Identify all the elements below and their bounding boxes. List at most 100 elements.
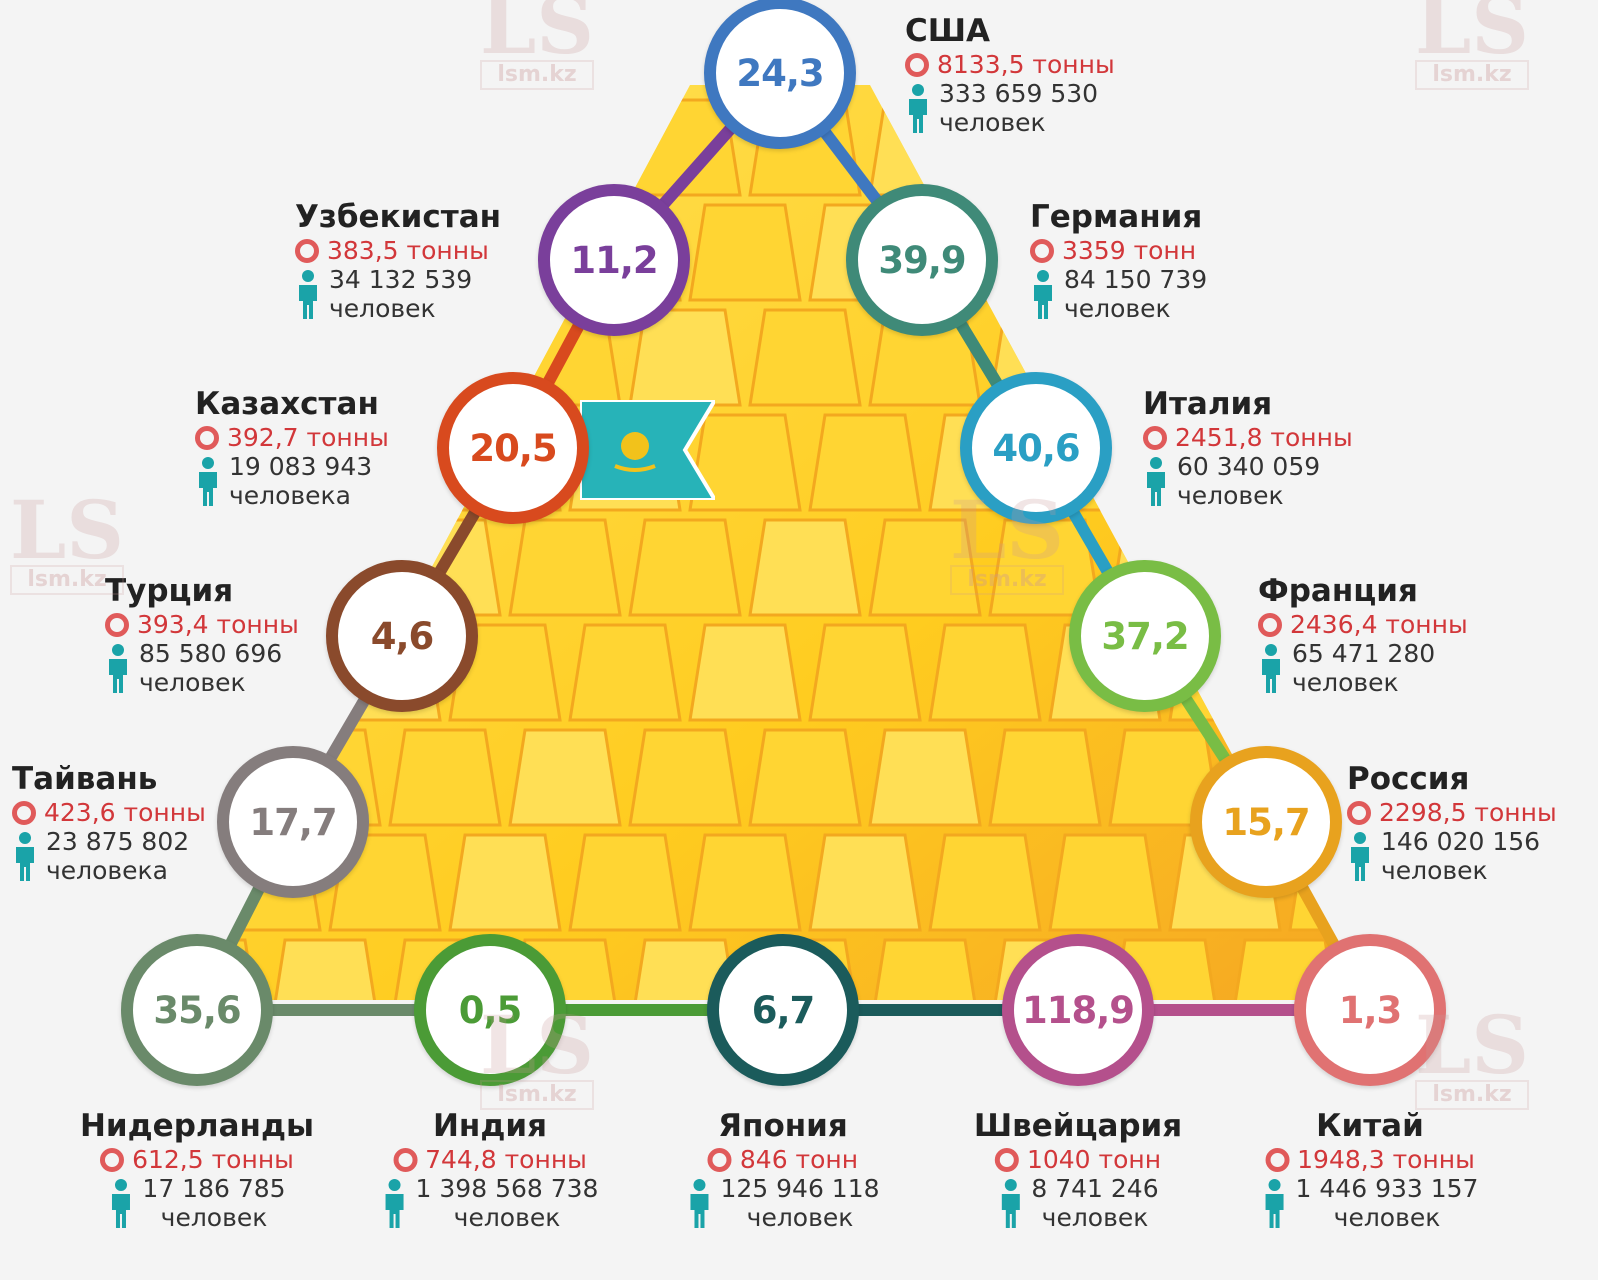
person-icon bbox=[382, 1178, 408, 1228]
tonnes-value: 393,4 тонны bbox=[137, 610, 299, 639]
gold-tonnes: 1948,3 тонны bbox=[1262, 1145, 1479, 1174]
country-label-taiwan: Тайвань 423,6 тонны 23 875 802 человека bbox=[12, 760, 206, 885]
country-name: США bbox=[905, 13, 991, 49]
value-circle-kazakhstan: 20,5 bbox=[437, 372, 589, 524]
gold-tonnes: 423,6 тонны bbox=[12, 798, 206, 827]
gold-bar bbox=[748, 308, 862, 407]
gold-bar bbox=[928, 833, 1042, 932]
country-label-china: Китай 1948,3 тонны 1 446 933 157 человек bbox=[1262, 1107, 1479, 1232]
gold-bar bbox=[868, 938, 982, 1000]
person-icon bbox=[1030, 269, 1056, 319]
country-label-netherlands: Нидерланды 612,5 тонны 17 186 785 человек bbox=[80, 1107, 314, 1232]
population-text: 125 946 118 человек bbox=[720, 1174, 879, 1232]
country-label-turkey: Турция 393,4 тонны 85 580 696 человек bbox=[105, 572, 299, 697]
population: 65 471 280 человек bbox=[1258, 639, 1468, 697]
country-name: Япония bbox=[718, 1108, 848, 1144]
population-text: 1 446 933 157 человек bbox=[1296, 1174, 1479, 1232]
watermark-logo: LS lsm.kz bbox=[1415, 1005, 1530, 1110]
ring-icon bbox=[994, 1147, 1019, 1172]
people-label: человек bbox=[139, 668, 246, 697]
gold-bar bbox=[688, 203, 802, 302]
ring-icon bbox=[195, 425, 219, 450]
population: 8 741 246 человек bbox=[974, 1174, 1182, 1232]
people-label: человек bbox=[1381, 856, 1488, 885]
people-label: человек bbox=[329, 294, 436, 323]
gold-bar bbox=[1530, 625, 1598, 720]
tonnes-value: 423,6 тонны bbox=[44, 798, 206, 827]
gold-bar bbox=[1348, 98, 1365, 197]
ring-icon bbox=[905, 52, 929, 77]
gold-bar bbox=[1590, 940, 1598, 1035]
population: 17 186 785 человек bbox=[80, 1174, 314, 1232]
gold-bar bbox=[988, 728, 1102, 827]
gold-bar bbox=[1048, 833, 1162, 932]
population: 125 946 118 человек bbox=[686, 1174, 880, 1232]
people-label: человека bbox=[46, 856, 168, 885]
population-value: 34 132 539 bbox=[329, 265, 473, 294]
country-label-kazakhstan: Казахстан 392,7 тонны 19 083 943 человека bbox=[195, 385, 389, 510]
person-icon bbox=[905, 83, 931, 133]
tonnes-value: 383,5 тонны bbox=[327, 236, 489, 265]
person-icon bbox=[686, 1178, 712, 1228]
country-name: Италия bbox=[1143, 386, 1273, 422]
people-label: человек bbox=[1333, 1203, 1441, 1232]
watermark-logo: LS lsm.kz bbox=[480, 1005, 595, 1110]
ring-icon bbox=[707, 1147, 732, 1172]
gold-bar bbox=[448, 833, 562, 932]
population-text: 84 150 739 человек bbox=[1064, 265, 1207, 323]
tonnes-value: 2298,5 тонны bbox=[1379, 798, 1557, 827]
gold-bar bbox=[1530, 415, 1598, 510]
population: 85 580 696 человек bbox=[105, 639, 299, 697]
gold-bar bbox=[688, 623, 802, 722]
people-label: человек bbox=[160, 1203, 268, 1232]
population: 146 020 156 человек bbox=[1347, 827, 1557, 885]
person-icon bbox=[1143, 456, 1169, 506]
gold-bar bbox=[748, 728, 862, 827]
gold-bar bbox=[1470, 100, 1580, 195]
country-name: Нидерланды bbox=[79, 1108, 315, 1144]
population-value: 1 446 933 157 bbox=[1295, 1174, 1479, 1203]
person-icon bbox=[105, 643, 131, 693]
country-name: Китай bbox=[1316, 1108, 1424, 1144]
population: 333 659 530 человек bbox=[905, 79, 1115, 137]
population-value: 60 340 059 bbox=[1177, 452, 1321, 481]
gold-bar bbox=[628, 308, 742, 407]
ring-icon bbox=[1265, 1147, 1290, 1172]
gold-bar bbox=[268, 98, 382, 197]
tonnes-value: 1040 тонн bbox=[1026, 1145, 1162, 1174]
tonnes-value: 8133,5 тонны bbox=[937, 50, 1115, 79]
gold-bar bbox=[1590, 520, 1598, 615]
population-text: 1 398 568 738 человек bbox=[416, 1174, 599, 1232]
gold-bar bbox=[628, 728, 742, 827]
population-value: 1 398 568 738 bbox=[415, 1174, 599, 1203]
person-icon bbox=[108, 1178, 134, 1228]
country-name: Германия bbox=[1030, 199, 1203, 235]
country-name: Швейцария bbox=[973, 1108, 1183, 1144]
gold-bar bbox=[628, 518, 742, 617]
tonnes-value: 2436,4 тонны bbox=[1290, 610, 1468, 639]
gold-tonnes: 744,8 тонны bbox=[382, 1145, 599, 1174]
gold-bar bbox=[1410, 205, 1520, 300]
gold-bar bbox=[748, 518, 862, 617]
gold-bar bbox=[628, 938, 742, 1000]
population-text: 17 186 785 человек bbox=[142, 1174, 285, 1232]
gold-tonnes: 392,7 тонны bbox=[195, 423, 389, 452]
gold-bar bbox=[388, 728, 502, 827]
gold-tonnes: 612,5 тонны bbox=[80, 1145, 314, 1174]
country-label-italy: Италия 2451,8 тонны 60 340 059 человек bbox=[1143, 385, 1353, 510]
person-icon bbox=[997, 1178, 1023, 1228]
gold-tonnes: 2298,5 тонны bbox=[1347, 798, 1557, 827]
person-icon bbox=[12, 831, 38, 881]
population-text: 65 471 280 человек bbox=[1292, 639, 1435, 697]
population-text: 60 340 059 человек bbox=[1177, 452, 1320, 510]
population-value: 23 875 802 bbox=[46, 827, 190, 856]
gold-bar bbox=[568, 623, 682, 722]
person-icon bbox=[195, 456, 221, 506]
person-icon bbox=[1262, 1178, 1288, 1228]
tonnes-value: 3359 тонн bbox=[1062, 236, 1197, 265]
population-value: 125 946 118 bbox=[720, 1174, 880, 1203]
gold-bar bbox=[808, 833, 922, 932]
watermark-logo: LS lsm.kz bbox=[10, 490, 125, 595]
kazakhstan-flag bbox=[578, 398, 719, 502]
ring-icon bbox=[1258, 612, 1282, 637]
